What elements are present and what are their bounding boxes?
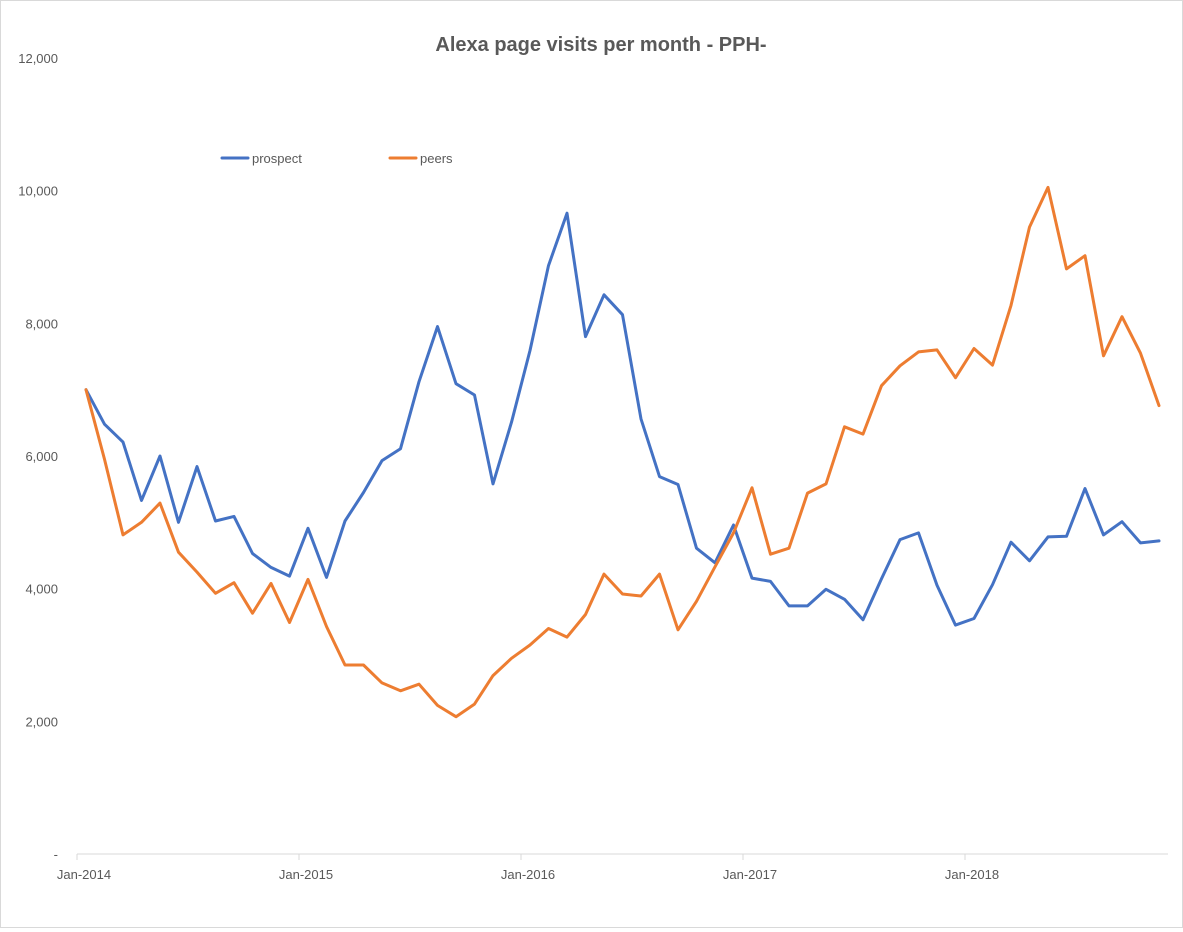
y-tick-label: 10,000 [18, 184, 58, 199]
y-axis-ticks: - 2,000 4,000 6,000 8,000 10,000 12,000 [18, 51, 58, 862]
y-tick-label: 2,000 [25, 714, 58, 729]
y-tick-label: 6,000 [25, 449, 58, 464]
legend: prospect peers [220, 151, 453, 166]
x-axis: Jan-2014 Jan-2015 Jan-2016 Jan-2017 Jan-2018 [57, 853, 1168, 882]
x-tick-label: Jan-2015 [279, 867, 333, 882]
legend-label-prospect: prospect [252, 151, 302, 166]
y-tick-label: 8,000 [25, 316, 58, 331]
series-line-peers [84, 185, 1161, 719]
y-tick-label: 12,000 [18, 51, 58, 66]
x-tick-label: Jan-2016 [501, 867, 555, 882]
y-tick-label: 4,000 [25, 582, 58, 597]
series-layer [84, 185, 1161, 719]
y-tick-label: - [54, 847, 58, 862]
x-tick-label: Jan-2018 [945, 867, 999, 882]
series-line-prospect [84, 211, 1161, 627]
x-tick-label: Jan-2014 [57, 867, 111, 882]
x-tick-label: Jan-2017 [723, 867, 777, 882]
legend-label-peers: peers [420, 151, 453, 166]
chart-title: Alexa page visits per month - PPH- [435, 34, 766, 56]
